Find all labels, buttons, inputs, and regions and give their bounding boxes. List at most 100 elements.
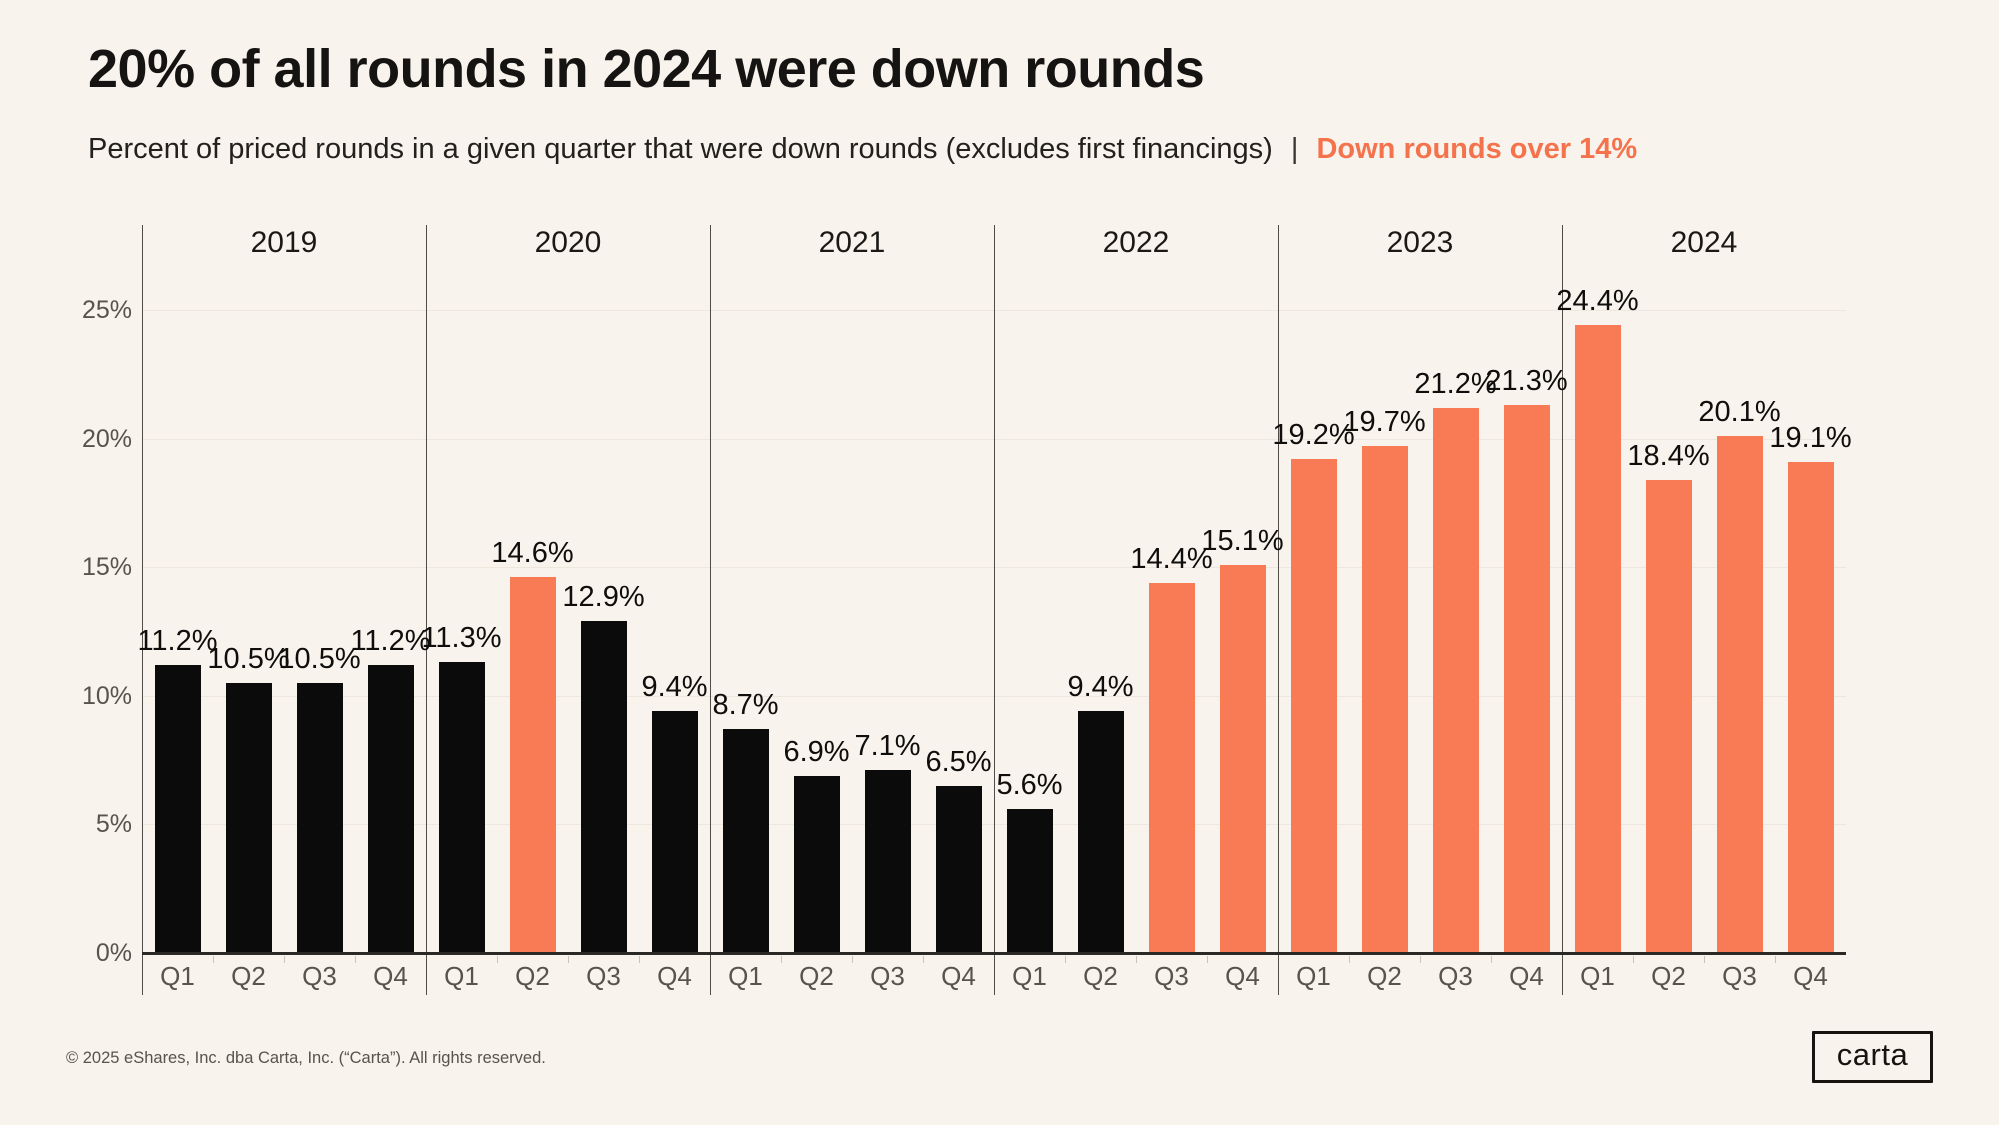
x-axis-line — [142, 952, 1846, 955]
chart-subtitle: Percent of priced rounds in a given quar… — [88, 133, 1637, 166]
quarter-tick — [1633, 956, 1634, 963]
year-label: 2019 — [250, 226, 318, 259]
quarter-label: Q3 — [870, 961, 905, 991]
quarter-label: Q2 — [231, 961, 266, 991]
bar-2020-Q2 — [509, 577, 556, 953]
quarter-label: Q1 — [1012, 961, 1047, 991]
bar-2019-Q2 — [225, 682, 272, 953]
bar-2023-Q1 — [1290, 459, 1337, 953]
quarter-tick — [1207, 956, 1208, 963]
quarter-tick — [852, 956, 853, 963]
bar-2019-Q1 — [154, 664, 201, 953]
carta-logo-text: carta — [1836, 1037, 1909, 1072]
quarter-tick — [1491, 956, 1492, 963]
bar-2023-Q3 — [1432, 407, 1479, 953]
y-axis-tick-label: 0% — [95, 939, 132, 967]
quarter-label: Q1 — [444, 961, 479, 991]
copyright-text: © 2025 eShares, Inc. dba Carta, Inc. (“C… — [66, 1049, 546, 1067]
quarter-label: Q1 — [1580, 961, 1615, 991]
y-axis-tick-label: 10% — [81, 681, 132, 710]
bar-2020-Q3 — [580, 621, 627, 953]
bar-2021-Q3 — [864, 770, 911, 953]
quarter-label: Q3 — [302, 961, 337, 991]
bar-value-label: 21.2% — [1414, 367, 1497, 400]
quarter-label: Q3 — [1154, 961, 1189, 991]
y-axis-tick-label: 15% — [81, 553, 132, 582]
quarter-label: Q2 — [1651, 961, 1686, 991]
year-label: 2023 — [1386, 226, 1454, 259]
bar-value-label: 19.2% — [1272, 419, 1355, 452]
bar-2024-Q1 — [1574, 325, 1621, 953]
quarter-label: Q2 — [1367, 961, 1402, 991]
bar-value-label: 15.1% — [1201, 524, 1284, 557]
bar-value-label: 18.4% — [1627, 439, 1710, 472]
bar-2021-Q4 — [935, 785, 982, 953]
subtitle-text: Percent of priced rounds in a given quar… — [88, 133, 1273, 165]
bar-value-label: 19.7% — [1343, 406, 1426, 439]
quarter-tick — [284, 956, 285, 963]
quarter-label: Q2 — [515, 961, 550, 991]
quarter-label: Q2 — [1083, 961, 1118, 991]
quarter-label: Q4 — [1225, 961, 1260, 991]
year-separator-line — [426, 225, 427, 995]
carta-logo: carta — [1812, 1031, 1933, 1083]
subtitle-separator: | — [1290, 133, 1299, 165]
quarter-tick — [781, 956, 782, 963]
bar-2019-Q4 — [367, 664, 414, 953]
bar-value-label: 14.4% — [1130, 542, 1213, 575]
quarter-tick — [1349, 956, 1350, 963]
bar-value-label: 11.2% — [350, 624, 431, 657]
quarter-label: Q3 — [1438, 961, 1473, 991]
quarter-tick — [355, 956, 356, 963]
bar-value-label: 11.2% — [137, 624, 218, 657]
quarter-label: Q4 — [1793, 961, 1828, 991]
quarter-tick — [568, 956, 569, 963]
quarter-tick — [1420, 956, 1421, 963]
subtitle-highlight-legend: Down rounds over 14% — [1316, 133, 1638, 165]
year-separator-line — [994, 225, 995, 995]
year-separator-line — [1562, 225, 1563, 995]
bar-value-label: 12.9% — [562, 581, 645, 614]
bar-value-label: 11.3% — [421, 622, 502, 655]
y-axis-tick-label: 20% — [81, 424, 132, 453]
bar-value-label: 10.5% — [278, 642, 361, 675]
quarter-label: Q4 — [373, 961, 408, 991]
y-axis-line — [142, 225, 143, 995]
bar-value-label: 7.1% — [854, 730, 921, 763]
quarter-label: Q3 — [586, 961, 621, 991]
quarter-label: Q1 — [160, 961, 195, 991]
year-separator-line — [1278, 225, 1279, 995]
bar-2024-Q2 — [1645, 479, 1692, 953]
bar-value-label: 14.6% — [491, 537, 574, 570]
bar-2024-Q4 — [1787, 461, 1834, 953]
quarter-tick — [213, 956, 214, 963]
bar-2023-Q4 — [1503, 405, 1550, 953]
quarter-tick — [1775, 956, 1776, 963]
bar-2020-Q1 — [438, 662, 485, 953]
bar-value-label: 8.7% — [712, 689, 779, 722]
bar-2022-Q1 — [1006, 808, 1053, 953]
quarter-label: Q4 — [657, 961, 692, 991]
page-title: 20% of all rounds in 2024 were down roun… — [88, 39, 1205, 99]
quarter-label: Q2 — [799, 961, 834, 991]
quarter-tick — [1704, 956, 1705, 963]
year-label: 2020 — [534, 226, 602, 259]
quarter-label: Q1 — [728, 961, 763, 991]
quarter-label: Q4 — [941, 961, 976, 991]
bar-value-label: 6.9% — [783, 735, 850, 768]
bar-value-label: 6.5% — [925, 745, 992, 778]
bar-value-label: 24.4% — [1556, 285, 1639, 318]
year-label: 2021 — [818, 226, 886, 259]
bar-value-label: 10.5% — [207, 642, 290, 675]
year-separator-line — [710, 225, 711, 995]
bar-2020-Q4 — [651, 711, 698, 953]
bar-value-label: 5.6% — [996, 768, 1063, 801]
bar-value-label: 9.4% — [641, 671, 708, 704]
bar-2019-Q3 — [296, 682, 343, 953]
bar-2021-Q2 — [793, 775, 840, 953]
quarter-tick — [497, 956, 498, 963]
bar-value-label: 9.4% — [1067, 671, 1134, 704]
quarter-label: Q4 — [1509, 961, 1544, 991]
quarter-tick — [923, 956, 924, 963]
year-label: 2024 — [1670, 226, 1738, 259]
